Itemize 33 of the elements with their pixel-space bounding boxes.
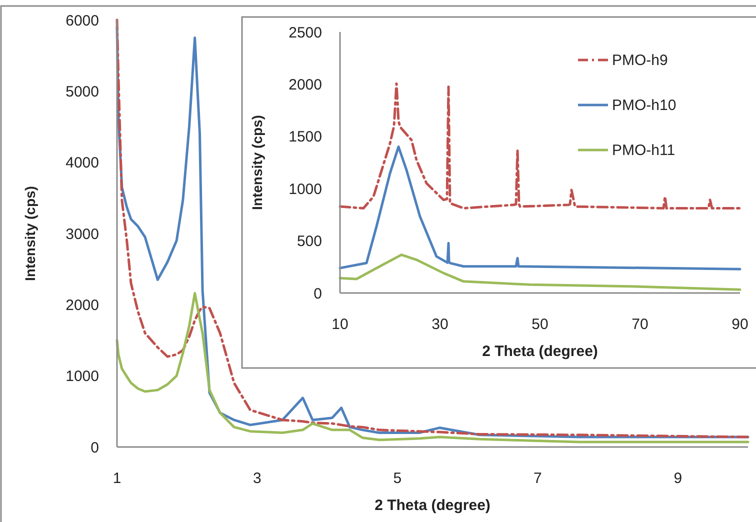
legend-label: PMO-h10	[612, 97, 676, 114]
line-series	[338, 254, 742, 291]
x-tick-label: 3	[253, 470, 262, 487]
x-tick-label: 1	[112, 470, 122, 487]
legend-label: PMO-h11	[612, 142, 676, 159]
y-axis-title: Intensity (cps)	[249, 115, 265, 210]
x-tick-label: 30	[432, 316, 448, 333]
x-tick-label: 5	[393, 470, 402, 487]
y-tick-label: 2000	[288, 76, 322, 94]
y-tick-label: 2500	[288, 24, 322, 42]
y-tick-label: 2000	[66, 296, 99, 314]
y-tick-label: 1000	[288, 180, 322, 198]
x-axis-title: 2 Theta (degree)	[374, 497, 490, 514]
legend-label: PMO-h9	[612, 52, 668, 69]
x-tick-label: 90	[732, 316, 748, 333]
y-tick-label: 4000	[66, 154, 99, 172]
x-tick-label: 10	[332, 316, 348, 333]
y-tick-label: 0	[314, 285, 322, 302]
y-tick-label: 0	[90, 439, 99, 456]
x-axis-title: 2 Theta (degree)	[482, 343, 598, 360]
line-series	[338, 82, 742, 210]
y-tick-label: 3000	[66, 226, 99, 243]
x-tick-label: 9	[674, 470, 682, 487]
y-axis-title: Intensity (cps)	[22, 186, 38, 281]
y-tick-label: 5000	[66, 83, 99, 100]
x-tick-label: 70	[632, 316, 648, 333]
y-tick-label: 500	[296, 233, 322, 250]
y-tick-label: 6000	[66, 12, 99, 30]
y-tick-label: 1500	[288, 128, 322, 146]
y-tick-label: 1000	[66, 368, 99, 386]
line-series	[338, 145, 742, 270]
x-tick-label: 7	[533, 470, 542, 487]
x-tick-label: 50	[532, 316, 548, 333]
